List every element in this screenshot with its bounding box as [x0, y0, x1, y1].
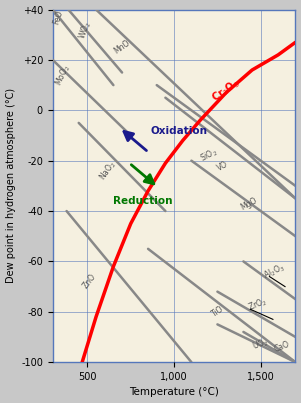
Text: FeO: FeO — [51, 9, 64, 25]
Text: TiO: TiO — [210, 305, 225, 319]
Text: MnO: MnO — [112, 39, 132, 56]
X-axis label: Temperature (°C): Temperature (°C) — [129, 387, 219, 397]
Text: CaO: CaO — [272, 340, 291, 354]
Text: UO$_2$: UO$_2$ — [251, 336, 271, 353]
Text: SiO$_2$: SiO$_2$ — [198, 146, 220, 165]
Text: VO: VO — [216, 159, 230, 172]
Text: MoO$_2$: MoO$_2$ — [53, 62, 73, 88]
Text: ZrO$_2$: ZrO$_2$ — [246, 295, 268, 314]
Y-axis label: Dew point in hydrogen atmosphere (°C): Dew point in hydrogen atmosphere (°C) — [5, 88, 16, 283]
Text: Al$_2$O$_3$: Al$_2$O$_3$ — [262, 261, 287, 282]
Text: Cr$_2$O$_3$: Cr$_2$O$_3$ — [209, 76, 243, 105]
Text: Reduction: Reduction — [113, 196, 172, 206]
Text: WO$_2$: WO$_2$ — [77, 19, 95, 41]
Text: MgO: MgO — [239, 195, 259, 212]
Text: Oxidation: Oxidation — [150, 126, 207, 136]
Text: NaO$_2$: NaO$_2$ — [97, 158, 119, 183]
Text: ZnO: ZnO — [81, 272, 98, 291]
